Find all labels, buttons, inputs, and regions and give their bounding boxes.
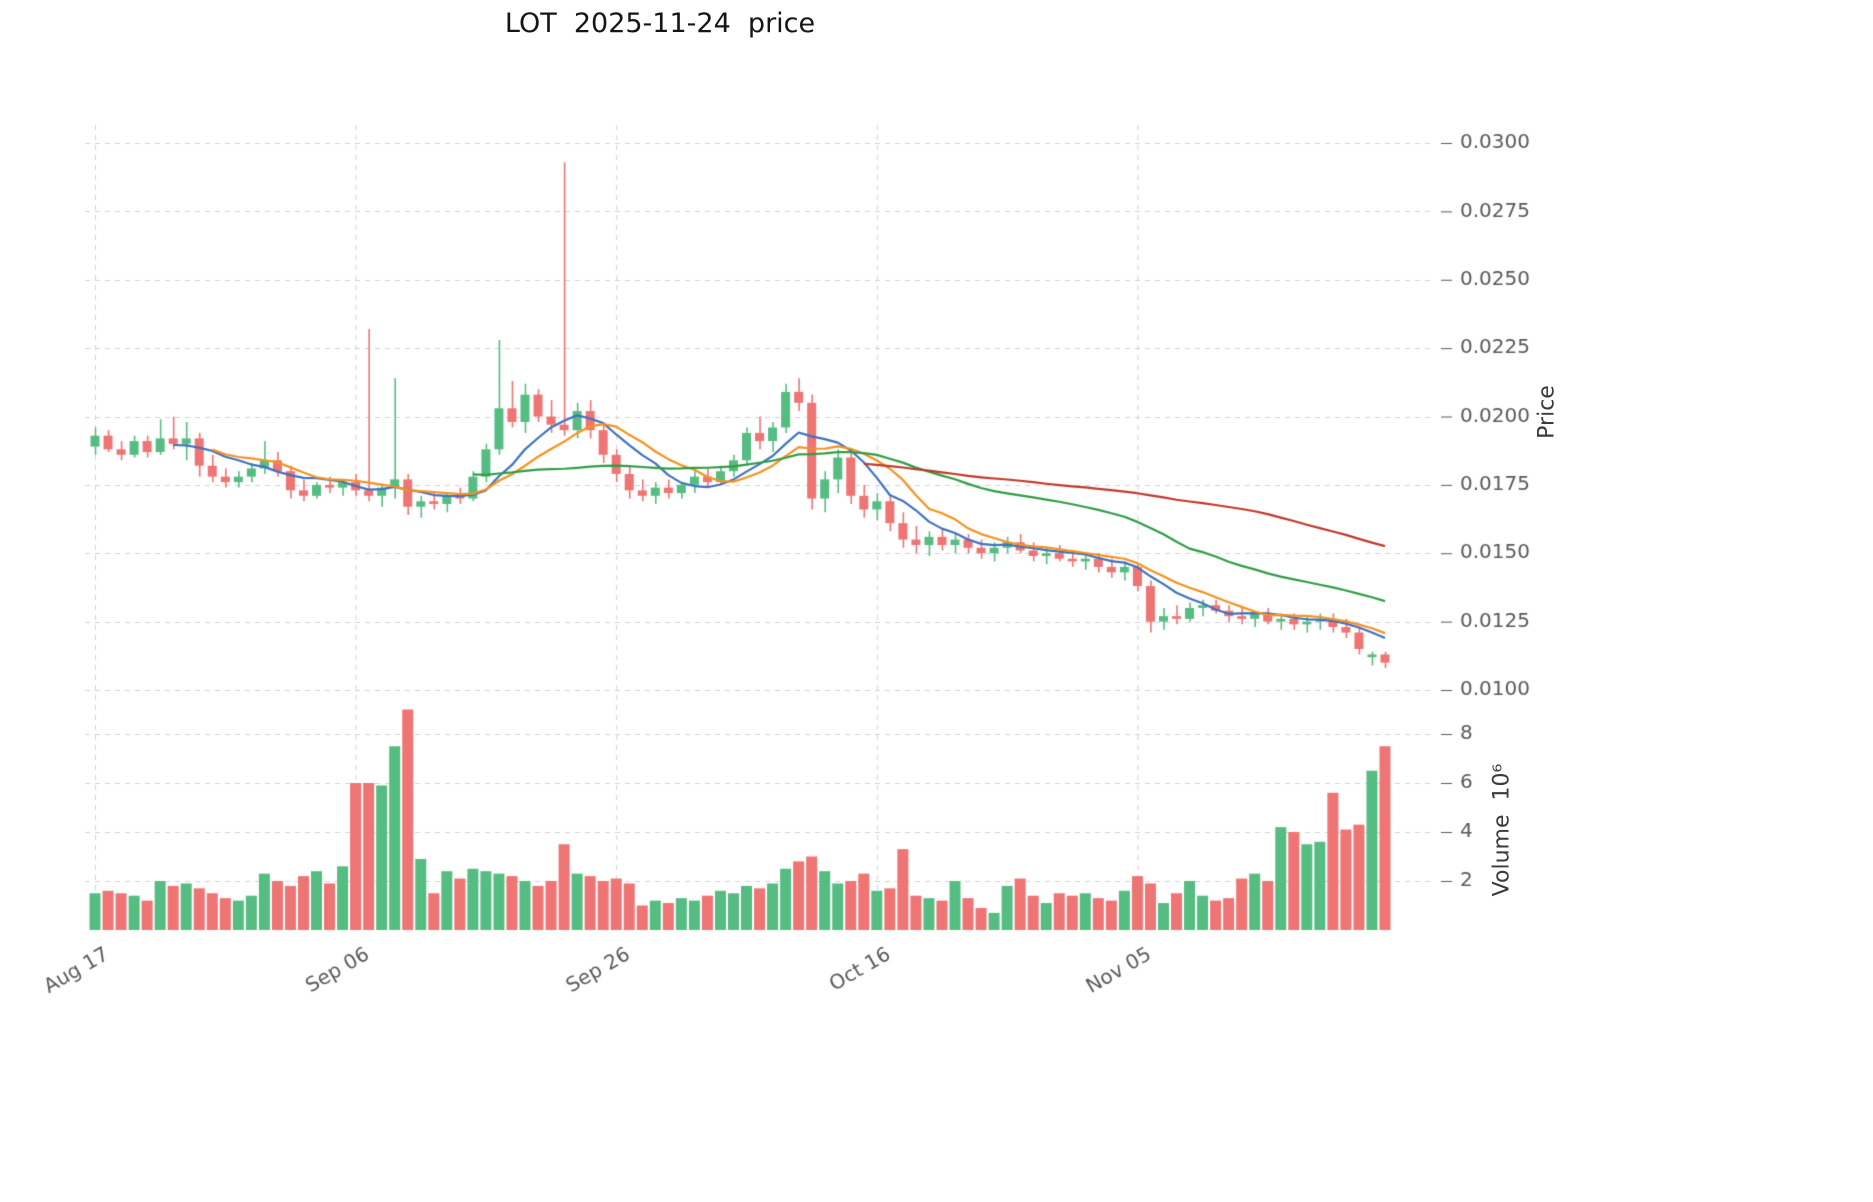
price-axis-label: Price	[1534, 385, 1560, 439]
volume-axis-label: Volume 10⁶	[1489, 763, 1515, 897]
